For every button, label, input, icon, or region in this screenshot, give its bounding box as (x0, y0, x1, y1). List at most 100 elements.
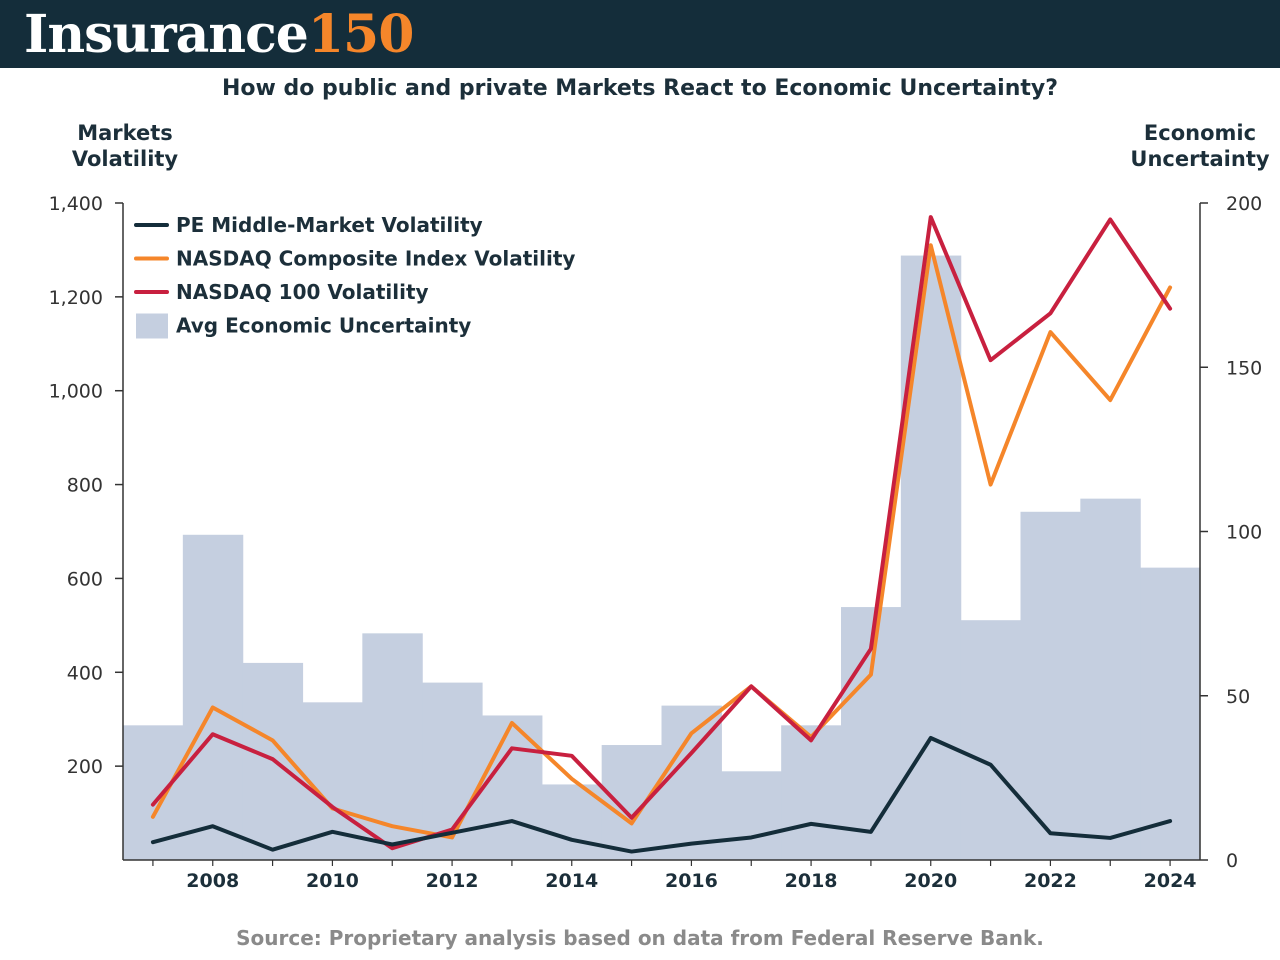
uncertainty-bar-2022 (1020, 511, 1081, 860)
header-bar: Insurance150 (0, 0, 1280, 68)
data-point (510, 746, 514, 750)
data-point (630, 816, 634, 820)
left-tick-label: 1,000 (49, 381, 103, 403)
series-line-2 (150, 215, 1173, 851)
data-point (390, 846, 394, 850)
data-point (1108, 836, 1112, 840)
data-point (330, 830, 334, 834)
data-point (570, 838, 574, 842)
legend-label-3: Avg Economic Uncertainty (176, 314, 471, 338)
x-tick-label-2020: 2020 (904, 870, 957, 892)
legend-label-0: PE Middle-Market Volatility (176, 213, 483, 237)
data-point (510, 721, 514, 725)
legend-swatch-3 (136, 313, 168, 339)
left-tick-label: 600 (67, 568, 103, 590)
legend: PE Middle-Market Volatility NASDAQ Compos… (134, 213, 575, 339)
series-points-2 (151, 215, 1172, 850)
data-point (749, 684, 753, 688)
data-point (450, 831, 454, 835)
uncertainty-bar-2021 (960, 620, 1022, 860)
data-point (1168, 819, 1172, 823)
source-note: Source: Proprietary analysis based on da… (236, 926, 1044, 950)
data-point (271, 738, 275, 742)
data-point (1048, 311, 1052, 315)
data-point (689, 751, 693, 755)
data-point (929, 736, 933, 740)
uncertainty-bar-2015 (601, 745, 663, 860)
x-tick-label-2024: 2024 (1144, 870, 1197, 892)
data-point (211, 824, 215, 828)
data-point (211, 705, 215, 709)
data-point (330, 805, 334, 809)
data-point (869, 830, 873, 834)
chart-title: How do public and private Markets React … (222, 76, 1058, 101)
x-tick-label-2008: 2008 (186, 870, 239, 892)
data-point (749, 835, 753, 839)
left-axis-title: Markets Volatility (71, 121, 179, 171)
data-point (151, 803, 155, 807)
uncertainty-bar-2014 (541, 784, 603, 860)
series-line-0 (150, 735, 1173, 854)
data-point (809, 738, 813, 742)
data-point (989, 483, 993, 487)
data-point (630, 821, 634, 825)
data-point (869, 647, 873, 651)
uncertainty-bar-2024 (1140, 567, 1201, 860)
data-point (689, 842, 693, 846)
right-tick-label: 0 (1226, 850, 1238, 872)
uncertainty-bar-2023 (1080, 498, 1141, 860)
left-tick-label: 200 (67, 756, 103, 778)
right-tick-label: 100 (1226, 522, 1262, 544)
left-tick-label: 1,200 (49, 287, 103, 309)
left-tick-label: 800 (67, 475, 103, 497)
data-point (1108, 217, 1112, 221)
data-point (869, 673, 873, 677)
uncertainty-bar-2013 (482, 715, 543, 860)
x-tick-label-2012: 2012 (426, 870, 479, 892)
x-tick-label-2016: 2016 (665, 870, 718, 892)
left-tick-label: 1,400 (49, 193, 103, 215)
data-point (809, 822, 813, 826)
data-point (271, 757, 275, 761)
right-tick-label: 200 (1226, 193, 1262, 215)
data-point (1168, 307, 1172, 311)
uncertainty-bar-2007 (123, 725, 184, 860)
uncertainty-bar-2017 (721, 771, 782, 860)
data-point (390, 824, 394, 828)
right-axis-title: Economic Uncertainty (1130, 121, 1270, 171)
data-point (1048, 330, 1052, 334)
left-tick-label: 400 (67, 662, 103, 684)
x-tick-label-2014: 2014 (545, 870, 598, 892)
data-point (570, 777, 574, 781)
data-point (450, 828, 454, 831)
x-tick-label-2010: 2010 (306, 870, 359, 892)
data-point (211, 732, 215, 736)
x-tick-label-2018: 2018 (785, 870, 838, 892)
legend-label-2: NASDAQ 100 Volatility (176, 280, 429, 304)
data-point (929, 243, 933, 247)
uncertainty-bar-2018 (781, 725, 842, 860)
uncertainty-bar-2008 (182, 534, 244, 860)
data-point (450, 835, 454, 839)
right-tick-label: 150 (1226, 357, 1262, 379)
data-point (630, 850, 634, 854)
data-point (989, 763, 993, 767)
data-point (689, 731, 693, 735)
right-tick-label: 50 (1226, 686, 1250, 708)
series-points-0 (151, 736, 1172, 854)
x-tick-label-2022: 2022 (1024, 870, 1077, 892)
data-point (989, 358, 993, 362)
data-point (1108, 398, 1112, 402)
data-point (151, 840, 155, 844)
data-point (1168, 285, 1172, 289)
data-point (570, 754, 574, 758)
data-point (929, 215, 933, 219)
data-point (271, 848, 275, 852)
data-point (151, 815, 155, 819)
legend-label-1: NASDAQ Composite Index Volatility (176, 247, 575, 271)
data-point (390, 843, 394, 847)
data-point (510, 819, 514, 823)
brand-logo: Insurance150 (24, 4, 414, 65)
data-point (1048, 831, 1052, 835)
